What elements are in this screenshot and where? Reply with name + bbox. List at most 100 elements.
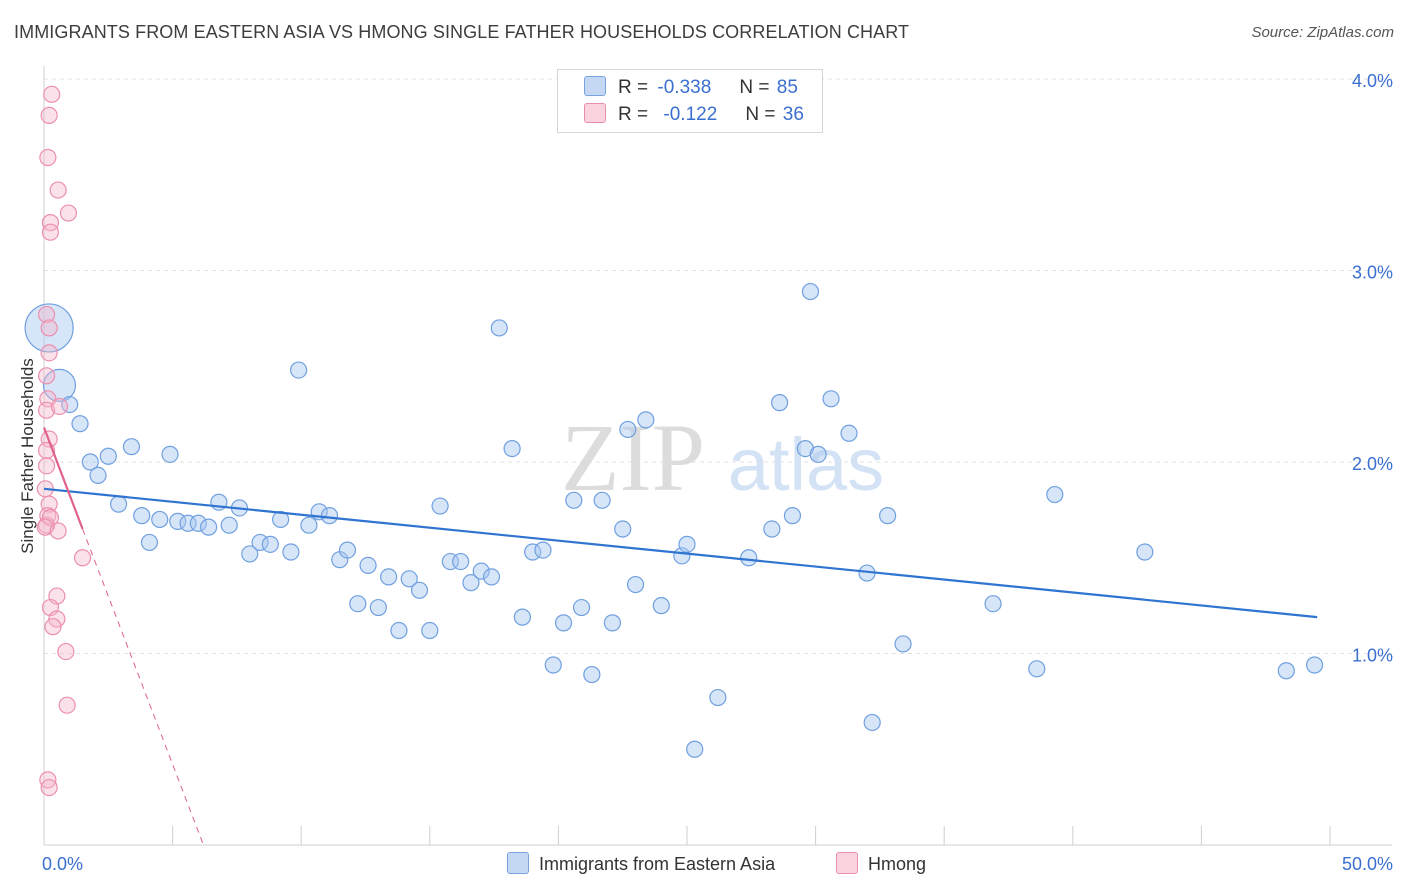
data-point-immigrants (513, 608, 531, 626)
data-point-hmong (43, 85, 61, 103)
data-point-hmong (37, 457, 56, 475)
legend-r-value: -0.122 (663, 104, 718, 125)
data-point-immigrants (380, 568, 398, 586)
data-point-immigrants (801, 282, 820, 301)
data-point-immigrants (151, 510, 169, 529)
data-point-hmong (37, 305, 56, 324)
data-point-hmong (50, 397, 69, 416)
data-point-hmong (41, 508, 60, 527)
bottom-legend-hmong[interactable]: Hmong (836, 852, 926, 875)
data-point-immigrants (503, 439, 521, 458)
y-tick-label: 4.0% (1352, 71, 1393, 91)
data-point-immigrants (359, 556, 377, 575)
trend-line-hmong (42, 427, 84, 530)
grid-lines (44, 78, 1392, 654)
data-point-immigrants (572, 598, 591, 617)
data-point-hmong (58, 696, 76, 714)
bottom-legend-label: Hmong (868, 854, 927, 874)
bottom-legend-swatch-blue (507, 852, 529, 874)
data-point-hmong (57, 642, 75, 661)
data-point-hmong (36, 518, 54, 536)
legend-row-immigrants: R = -0.338 N = 85 (584, 76, 798, 99)
data-point-immigrants (603, 614, 622, 632)
data-point-immigrants (894, 635, 912, 653)
legend-n-value: 36 (782, 104, 804, 125)
data-point-immigrants (482, 568, 501, 586)
data-point-immigrants (251, 533, 269, 552)
data-point-immigrants (349, 595, 367, 613)
chart-title: IMMIGRANTS FROM EASTERN ASIA VS HMONG SI… (14, 22, 910, 42)
data-point-hmong (73, 549, 92, 567)
data-point-immigrants (200, 518, 218, 536)
legend-swatch-blue (584, 76, 606, 96)
data-point-immigrants (822, 390, 840, 408)
data-point-immigrants (709, 688, 727, 707)
data-point-immigrants (686, 740, 704, 758)
legend-n-value: 85 (776, 77, 798, 98)
data-point-immigrants (99, 447, 117, 465)
trend-line-hmong-extension (82, 528, 204, 846)
data-point-immigrants (272, 510, 290, 529)
data-point-immigrants (452, 552, 470, 571)
data-point-immigrants (554, 614, 573, 632)
data-point-hmong (40, 319, 58, 337)
y-tick-label: 2.0% (1352, 454, 1393, 474)
x-tick-label: 50.0% (1342, 854, 1393, 874)
data-point-immigrants (809, 445, 827, 463)
data-point-immigrants (984, 595, 1002, 613)
data-point-immigrants (1277, 662, 1295, 680)
legend-swatch-pink (584, 103, 606, 123)
data-point-hmong (40, 344, 58, 362)
data-point-immigrants (619, 420, 637, 439)
data-point-immigrants (189, 514, 207, 532)
watermark: ZIP atlas (561, 404, 884, 511)
data-point-immigrants (593, 491, 611, 509)
data-point-immigrants (24, 303, 74, 353)
correlation-legend: R = -0.338 N = 85 R = -0.122 N = 36 (557, 69, 823, 133)
data-point-immigrants (282, 543, 300, 561)
data-point-hmong (41, 223, 60, 241)
data-point-immigrants (169, 512, 187, 530)
legend-n-label: N = (745, 104, 776, 125)
data-point-hmong (37, 401, 56, 419)
data-point-immigrants (390, 621, 408, 640)
data-point-immigrants (320, 507, 339, 525)
data-point-immigrants (81, 453, 99, 471)
tick-labels: 1.0% 2.0% 3.0% 4.0% 0.0% 50.0% (42, 71, 1393, 874)
data-point-immigrants (783, 507, 802, 525)
data-point-immigrants (490, 319, 508, 337)
data-point-immigrants (472, 562, 490, 580)
data-point-hmong (59, 204, 78, 222)
watermark-zip: ZIP (561, 404, 705, 511)
x-tick-label: 0.0% (42, 854, 83, 874)
y-axis-title: Single Father Households (18, 358, 37, 554)
data-point-hmong (40, 778, 58, 797)
data-point-immigrants (61, 395, 79, 414)
source-label: Source: ZipAtlas.com (1251, 24, 1394, 41)
trend-lines (42, 427, 1318, 846)
data-point-immigrants (109, 495, 128, 513)
data-point-immigrants (161, 445, 179, 463)
data-point-hmong (49, 181, 67, 199)
data-point-immigrants (763, 520, 781, 538)
data-point-immigrants (740, 549, 758, 567)
data-point-immigrants (565, 491, 583, 509)
legend-row-hmong: R = -0.122 N = 36 (584, 103, 804, 126)
data-point-immigrants (122, 438, 141, 456)
data-point-immigrants (1046, 485, 1064, 504)
data-point-immigrants (431, 497, 449, 515)
series-hmong (36, 85, 92, 797)
legend-r-label: R = (618, 104, 649, 125)
data-point-immigrants (71, 415, 89, 433)
data-point-immigrants (89, 466, 107, 485)
data-point-immigrants (637, 411, 655, 429)
series-immigrants-from-eastern-asia (24, 282, 1324, 758)
data-point-immigrants (863, 713, 881, 732)
data-point-hmong (40, 106, 58, 124)
data-point-immigrants (626, 575, 645, 594)
data-point-immigrants (400, 570, 418, 588)
bottom-legend-immigrants[interactable]: Immigrants from Eastern Asia (507, 852, 775, 875)
bottom-legend-swatch-pink (836, 852, 858, 874)
data-point-immigrants (410, 581, 429, 599)
